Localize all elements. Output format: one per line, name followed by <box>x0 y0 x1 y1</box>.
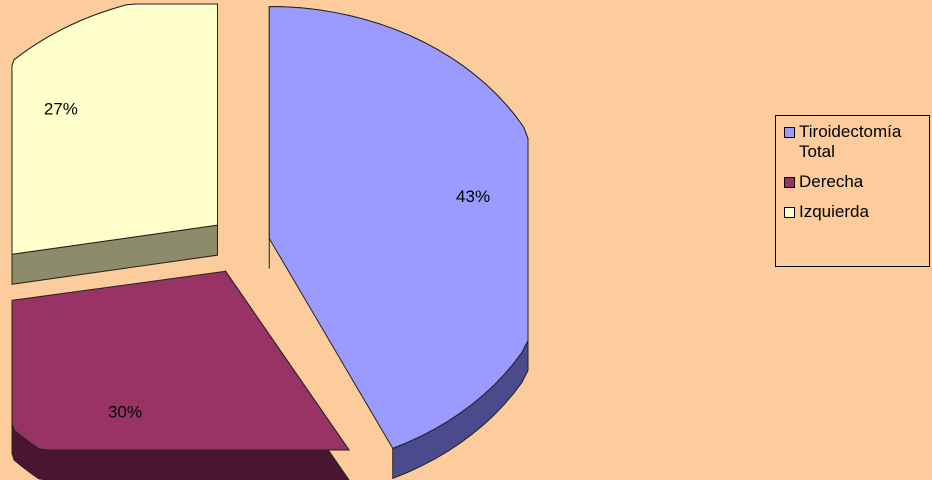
pie-slice-0 <box>268 5 529 450</box>
pie-slice-1 <box>11 270 350 451</box>
legend-swatch-0 <box>784 127 795 138</box>
legend-swatch-2 <box>784 207 795 218</box>
legend-label-2: Izquierda <box>799 202 869 221</box>
data-label-2: 27% <box>44 100 78 119</box>
legend-item-tiroidectomia: Tiroidectomía Total <box>784 122 929 162</box>
legend-item-derecha: Derecha <box>784 172 929 192</box>
legend-swatch-1 <box>784 177 795 188</box>
data-label-0: 43% <box>456 187 490 206</box>
legend: Tiroidectomía Total Derecha Izquierda <box>775 115 930 267</box>
legend-item-izquierda: Izquierda <box>784 202 929 222</box>
pie-slice-2 <box>11 3 218 255</box>
legend-label-0: Tiroidectomía Total <box>799 122 902 161</box>
legend-label-1: Derecha <box>799 172 864 191</box>
data-label-1: 30% <box>108 403 142 422</box>
